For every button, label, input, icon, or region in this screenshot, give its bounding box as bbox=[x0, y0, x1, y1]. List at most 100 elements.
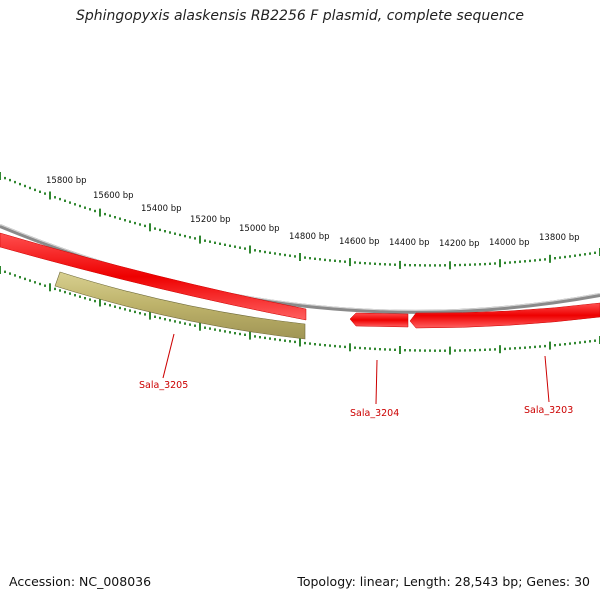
ruler-minor-tick bbox=[209, 327, 211, 330]
outer-coordinate-ruler bbox=[0, 172, 600, 270]
ruler-minor-tick bbox=[589, 340, 591, 343]
ruler-minor-tick bbox=[69, 292, 71, 295]
ruler-minor-tick bbox=[139, 223, 141, 226]
ruler-minor-tick bbox=[339, 345, 341, 348]
ruler-minor-tick bbox=[114, 216, 116, 219]
ruler-major-tick bbox=[49, 191, 51, 200]
ruler-label: 15400 bp bbox=[141, 204, 182, 214]
gene-arrow-sala-3204[interactable] bbox=[349, 312, 409, 328]
ruler-minor-tick bbox=[319, 343, 321, 346]
ruler-minor-tick bbox=[509, 347, 511, 350]
ruler-minor-tick bbox=[344, 345, 346, 349]
ruler-minor-tick bbox=[504, 347, 506, 351]
ruler-minor-tick bbox=[34, 188, 36, 192]
ruler-minor-tick bbox=[569, 342, 571, 345]
ruler-minor-tick bbox=[569, 255, 571, 258]
gene-arrow-sala-3203[interactable] bbox=[409, 302, 600, 329]
ruler-minor-tick bbox=[524, 260, 526, 263]
ruler-minor-tick bbox=[454, 264, 456, 267]
ruler-minor-tick bbox=[524, 346, 526, 349]
ruler-minor-tick bbox=[309, 342, 311, 345]
ruler-major-tick bbox=[249, 331, 251, 340]
ruler-minor-tick bbox=[484, 262, 486, 266]
ruler-minor-tick bbox=[364, 262, 366, 265]
ruler-minor-tick bbox=[314, 257, 316, 260]
gene-label-sala-3205: Sala_3205 bbox=[139, 380, 188, 391]
ruler-minor-tick bbox=[514, 260, 516, 264]
ruler-minor-tick bbox=[234, 332, 236, 335]
ruler-minor-tick bbox=[24, 184, 26, 188]
ruler-minor-tick bbox=[274, 252, 276, 255]
ruler-minor-tick bbox=[334, 344, 336, 348]
ruler-minor-tick bbox=[294, 340, 296, 344]
ruler-minor-tick bbox=[374, 262, 376, 265]
ruler-major-tick bbox=[99, 208, 101, 217]
ruler-minor-tick bbox=[134, 221, 136, 225]
ruler-minor-tick bbox=[359, 346, 361, 350]
ruler-minor-tick bbox=[424, 264, 426, 267]
ruler-minor-tick bbox=[9, 178, 11, 182]
ruler-minor-tick bbox=[479, 348, 481, 352]
ruler-minor-tick bbox=[274, 338, 276, 341]
ruler-minor-tick bbox=[224, 330, 226, 333]
ruler-minor-tick bbox=[279, 338, 281, 342]
ruler-minor-tick bbox=[104, 212, 106, 216]
ruler-minor-tick bbox=[74, 203, 76, 206]
ruler-minor-tick bbox=[64, 290, 66, 294]
ruler-minor-tick bbox=[354, 346, 356, 349]
ruler-minor-tick bbox=[559, 256, 561, 259]
ruler-minor-tick bbox=[409, 264, 411, 267]
ruler-minor-tick bbox=[464, 263, 466, 267]
ruler-minor-tick bbox=[169, 319, 171, 322]
ruler-minor-tick bbox=[289, 254, 291, 257]
ruler-major-tick bbox=[349, 343, 351, 352]
ruler-minor-tick bbox=[384, 348, 386, 351]
ruler-minor-tick bbox=[84, 297, 86, 300]
gene-arrow-sala-3205[interactable] bbox=[54, 271, 306, 340]
ruler-minor-tick bbox=[214, 241, 216, 244]
ruler-minor-tick bbox=[119, 217, 121, 220]
ruler-minor-tick bbox=[334, 259, 336, 262]
ruler-minor-tick bbox=[494, 348, 496, 351]
ruler-minor-tick bbox=[154, 227, 156, 230]
ruler-minor-tick bbox=[554, 344, 556, 347]
ruler-minor-tick bbox=[4, 176, 6, 180]
ruler-minor-tick bbox=[144, 224, 146, 228]
ruler-minor-tick bbox=[474, 349, 476, 352]
ruler-minor-tick bbox=[509, 261, 511, 264]
ruler-minor-tick bbox=[179, 233, 181, 237]
ruler-minor-tick bbox=[564, 255, 566, 259]
ruler-minor-tick bbox=[419, 264, 421, 267]
ruler-minor-tick bbox=[4, 270, 6, 273]
ruler-major-tick bbox=[549, 254, 551, 263]
ruler-minor-tick bbox=[324, 258, 326, 262]
ruler-minor-tick bbox=[139, 312, 141, 315]
accession-text: Accession: NC_008036 bbox=[9, 574, 152, 589]
label-leader-sala-3203 bbox=[544, 355, 550, 403]
ruler-minor-tick bbox=[19, 276, 21, 279]
ruler-label: 14800 bp bbox=[289, 232, 330, 242]
ruler-minor-tick bbox=[444, 349, 446, 352]
ruler-minor-tick bbox=[54, 196, 56, 199]
ruler-minor-tick bbox=[39, 282, 41, 286]
ruler-minor-tick bbox=[404, 349, 406, 352]
ruler-minor-tick bbox=[554, 257, 556, 260]
ruler-label: 15200 bp bbox=[190, 215, 231, 225]
ruler-minor-tick bbox=[129, 309, 131, 312]
ruler-minor-tick bbox=[389, 348, 391, 351]
ruler-minor-tick bbox=[519, 346, 521, 350]
ruler-minor-tick bbox=[304, 256, 306, 259]
ruler-minor-tick bbox=[124, 219, 126, 222]
ruler-minor-tick bbox=[19, 182, 21, 186]
ruler-minor-tick bbox=[459, 349, 461, 352]
ruler-minor-tick bbox=[144, 313, 146, 316]
ruler-minor-tick bbox=[124, 308, 126, 311]
gene-arrow-left-red[interactable] bbox=[0, 232, 307, 321]
ruler-minor-tick bbox=[109, 304, 111, 307]
ruler-minor-tick bbox=[489, 262, 491, 265]
ruler-minor-tick bbox=[329, 344, 331, 347]
ruler-major-tick bbox=[399, 346, 401, 354]
ruler-major-tick bbox=[149, 223, 151, 232]
ruler-minor-tick bbox=[359, 261, 361, 265]
